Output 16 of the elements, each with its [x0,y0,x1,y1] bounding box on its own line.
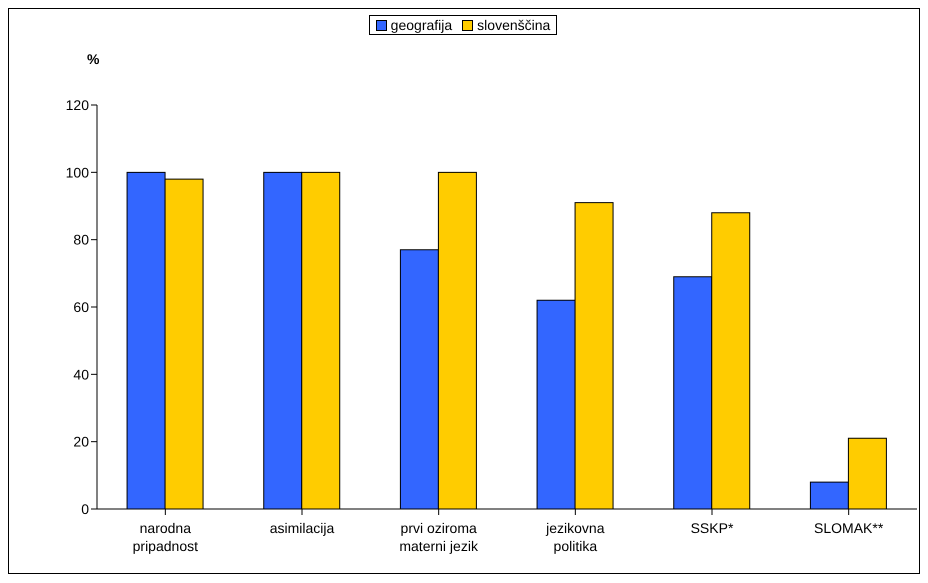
y-tick-label: 0 [81,500,90,517]
x-tick-label: jezikovna politika [545,520,605,554]
x-tick-label: prvi oziroma materni jezik [399,520,479,554]
y-tick-label: 60 [73,298,90,315]
x-tick-label: SLOMAK** [814,520,884,536]
y-axis-title: % [87,51,100,67]
x-tick-label: SSKP* [690,520,734,536]
y-tick-label: 100 [66,164,90,180]
legend-label: slovenščina [476,17,550,33]
x-tick-label: narodna pripadnost [132,520,198,554]
y-tick-label: 80 [73,232,90,248]
y-tick-label: 40 [73,366,90,382]
x-tick-label: asimilacija [270,520,334,536]
y-tick-label: 20 [73,434,90,450]
legend-label: geografija [390,17,452,33]
y-tick-label: 120 [66,96,90,113]
